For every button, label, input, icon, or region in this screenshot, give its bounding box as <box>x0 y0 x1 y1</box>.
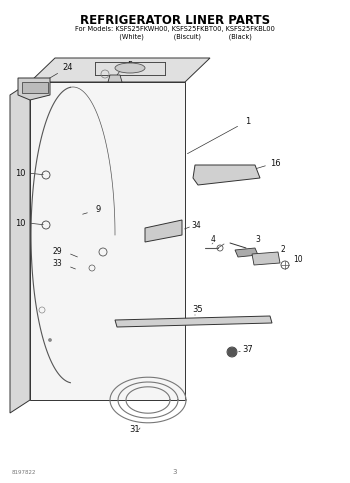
Polygon shape <box>235 248 258 257</box>
Text: (White)              (Biscuit)             (Black): (White) (Biscuit) (Black) <box>98 34 252 41</box>
Polygon shape <box>10 82 30 413</box>
Text: 5: 5 <box>127 60 133 70</box>
Ellipse shape <box>115 63 145 73</box>
Text: 35: 35 <box>193 306 203 314</box>
Polygon shape <box>145 220 182 242</box>
Text: 10: 10 <box>293 256 303 265</box>
Text: 24: 24 <box>63 63 73 72</box>
Text: REFRIGERATOR LINER PARTS: REFRIGERATOR LINER PARTS <box>80 14 270 27</box>
Text: 1: 1 <box>245 117 251 127</box>
Text: 8197822: 8197822 <box>12 469 36 474</box>
Text: 10: 10 <box>15 218 25 227</box>
Text: 2: 2 <box>281 245 285 255</box>
Polygon shape <box>30 58 210 82</box>
Text: 4: 4 <box>211 236 216 244</box>
Circle shape <box>228 348 236 356</box>
Text: 3: 3 <box>256 236 260 244</box>
Text: 3: 3 <box>173 469 177 475</box>
Polygon shape <box>18 78 50 100</box>
Text: 33: 33 <box>52 259 62 269</box>
Text: For Models: KSFS25FKWH00, KSFS25FKBT00, KSFS25FKBL00: For Models: KSFS25FKWH00, KSFS25FKBT00, … <box>75 26 275 32</box>
Text: 10: 10 <box>15 169 25 177</box>
Polygon shape <box>115 316 272 327</box>
Polygon shape <box>30 82 185 400</box>
Text: 9: 9 <box>95 205 101 214</box>
Polygon shape <box>22 82 48 93</box>
Circle shape <box>49 339 51 341</box>
Text: 16: 16 <box>270 158 280 168</box>
Text: 31: 31 <box>130 426 140 435</box>
Text: 29: 29 <box>52 247 62 256</box>
Polygon shape <box>193 165 260 185</box>
Polygon shape <box>252 252 280 265</box>
Text: 37: 37 <box>243 345 253 355</box>
Polygon shape <box>108 75 122 82</box>
Text: 34: 34 <box>191 221 201 229</box>
